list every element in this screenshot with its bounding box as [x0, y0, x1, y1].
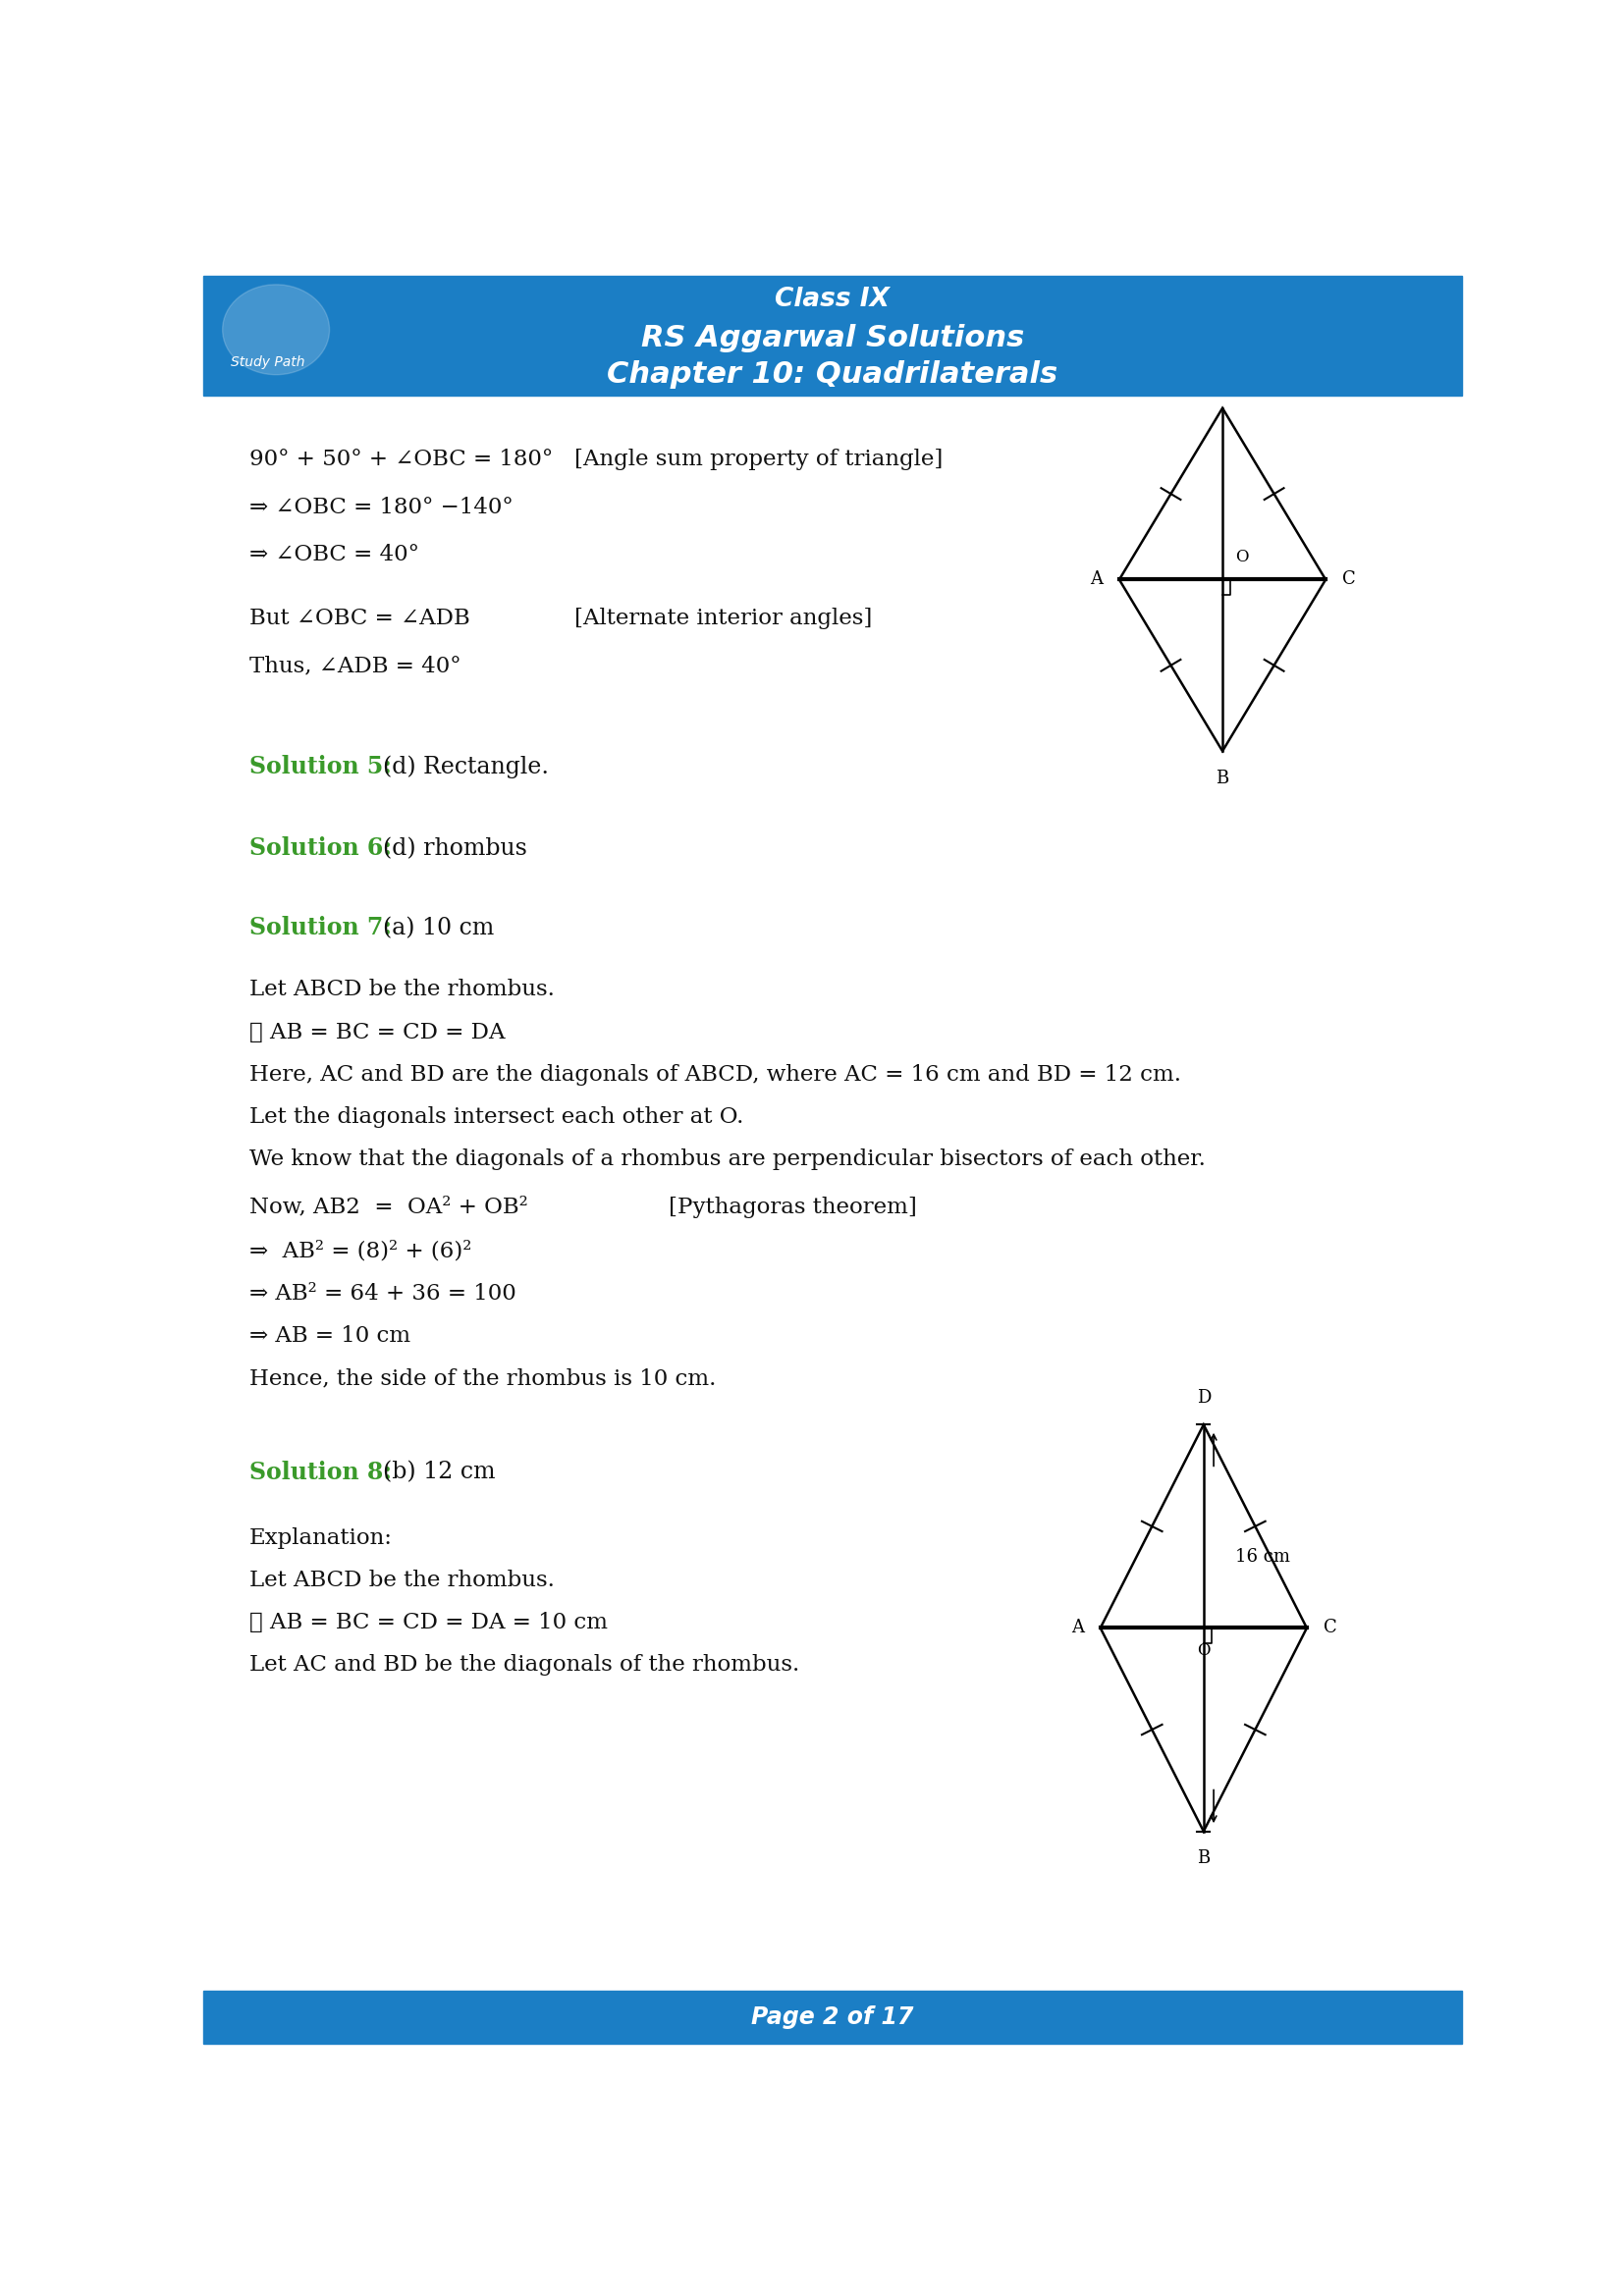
Text: Now, AB2  =  OA² + OB²: Now, AB2 = OA² + OB²: [250, 1196, 528, 1217]
Text: RS Aggarwal Solutions: RS Aggarwal Solutions: [641, 324, 1023, 351]
Bar: [203, 1991, 1462, 2043]
Text: [Alternate interior angles]: [Alternate interior angles]: [575, 608, 872, 629]
Text: Let ABCD be the rhombus.: Let ABCD be the rhombus.: [250, 978, 555, 1001]
Text: Solution 7:: Solution 7:: [250, 916, 391, 939]
Text: Explanation:: Explanation:: [250, 1527, 393, 1548]
Text: (d) Rectangle.: (d) Rectangle.: [383, 755, 549, 778]
Text: Let AC and BD be the diagonals of the rhombus.: Let AC and BD be the diagonals of the rh…: [250, 1655, 799, 1676]
Text: A: A: [1072, 1619, 1085, 1637]
Text: O: O: [1197, 1642, 1210, 1658]
Text: Let the diagonals intersect each other at O.: Let the diagonals intersect each other a…: [250, 1107, 744, 1127]
Text: [Angle sum property of triangle]: [Angle sum property of triangle]: [575, 448, 944, 471]
Text: D: D: [1215, 372, 1229, 390]
Text: But ∠OBC = ∠ADB: But ∠OBC = ∠ADB: [250, 608, 471, 629]
Text: Thus, ∠ADB = 40°: Thus, ∠ADB = 40°: [250, 654, 461, 677]
Text: O: O: [1236, 549, 1249, 565]
Text: Class IX: Class IX: [775, 287, 890, 312]
Text: Study Path: Study Path: [231, 356, 305, 370]
Text: We know that the diagonals of a rhombus are perpendicular bisectors of each othe: We know that the diagonals of a rhombus …: [250, 1148, 1205, 1171]
Text: Solution 5:: Solution 5:: [250, 755, 391, 778]
Text: Here, AC and BD are the diagonals of ABCD, where AC = 16 cm and BD = 12 cm.: Here, AC and BD are the diagonals of ABC…: [250, 1063, 1181, 1086]
Text: (a) 10 cm: (a) 10 cm: [383, 916, 494, 939]
Text: [Pythagoras theorem]: [Pythagoras theorem]: [669, 1196, 918, 1217]
Text: Hence, the side of the rhombus is 10 cm.: Hence, the side of the rhombus is 10 cm.: [250, 1368, 716, 1389]
Text: A: A: [1090, 572, 1103, 588]
Text: Solution 8:: Solution 8:: [250, 1460, 391, 1483]
Ellipse shape: [222, 285, 330, 374]
Text: ⇒  AB² = (8)² + (6)²: ⇒ AB² = (8)² + (6)²: [250, 1240, 473, 1263]
Text: ⇒ ∠OBC = 40°: ⇒ ∠OBC = 40°: [250, 544, 419, 565]
Text: (d) rhombus: (d) rhombus: [383, 838, 528, 859]
Text: ⇒ ∠OBC = 180° −140°: ⇒ ∠OBC = 180° −140°: [250, 496, 513, 519]
Text: 16 cm: 16 cm: [1236, 1548, 1289, 1566]
Text: Let ABCD be the rhombus.: Let ABCD be the rhombus.: [250, 1570, 555, 1591]
Text: C: C: [1324, 1619, 1337, 1637]
Text: D: D: [1197, 1389, 1210, 1405]
Text: B: B: [1216, 769, 1229, 788]
Bar: [203, 276, 1462, 395]
Text: ∴ AB = BC = CD = DA = 10 cm: ∴ AB = BC = CD = DA = 10 cm: [250, 1612, 607, 1632]
Text: C: C: [1341, 572, 1356, 588]
Text: (b) 12 cm: (b) 12 cm: [383, 1460, 495, 1483]
Text: ⇒ AB² = 64 + 36 = 100: ⇒ AB² = 64 + 36 = 100: [250, 1283, 516, 1304]
Text: Page 2 of 17: Page 2 of 17: [750, 2004, 914, 2030]
Text: 90° + 50° + ∠OBC = 180°: 90° + 50° + ∠OBC = 180°: [250, 448, 554, 471]
Text: ⇒ AB = 10 cm: ⇒ AB = 10 cm: [250, 1325, 411, 1348]
Text: Solution 6:: Solution 6:: [250, 836, 391, 861]
Text: B: B: [1197, 1851, 1210, 1867]
Text: Chapter 10: Quadrilaterals: Chapter 10: Quadrilaterals: [607, 360, 1057, 388]
Text: ∴ AB = BC = CD = DA: ∴ AB = BC = CD = DA: [250, 1022, 505, 1042]
